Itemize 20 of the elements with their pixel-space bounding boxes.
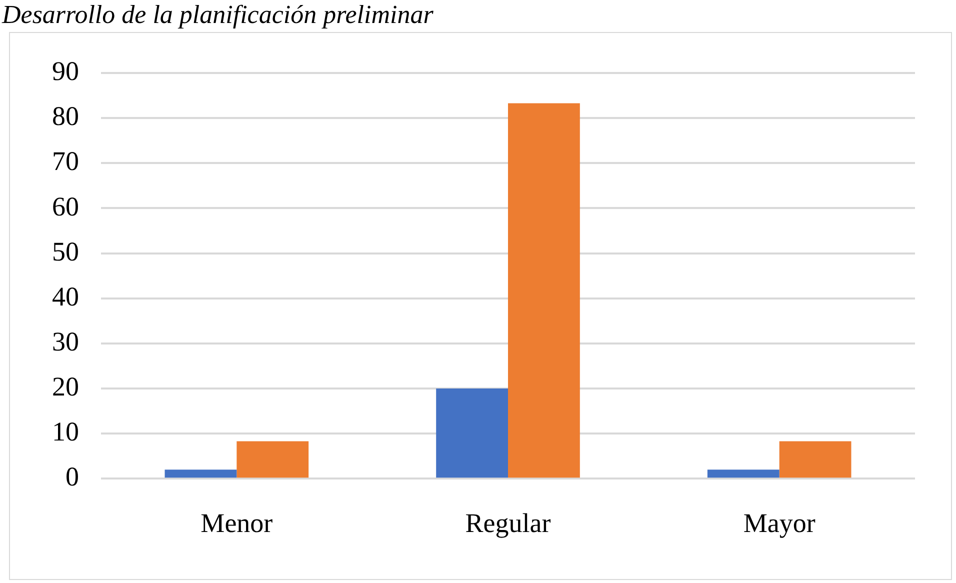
bar: [164, 470, 237, 478]
bar: [707, 470, 780, 478]
x-tick-label: Regular: [465, 508, 551, 538]
y-tick-label: 20: [52, 372, 79, 402]
y-tick-label: 80: [52, 101, 79, 132]
bar: [508, 103, 580, 478]
y-tick-label: 30: [52, 326, 79, 356]
y-tick-label: 90: [52, 56, 79, 86]
y-tick-label: 0: [66, 462, 79, 492]
y-tick-label: 70: [52, 146, 79, 176]
bar: [779, 441, 852, 478]
y-tick-label: 60: [52, 191, 79, 222]
x-tick-label: Mayor: [743, 508, 816, 538]
y-tick-label: 40: [52, 281, 79, 312]
bar: [236, 441, 309, 478]
x-tick-label: Menor: [200, 508, 273, 538]
y-tick-label: 10: [52, 416, 79, 447]
bar: [436, 388, 508, 478]
chart-title: Desarrollo de la planificación preliminar: [2, 0, 434, 30]
y-tick-label: 50: [52, 236, 79, 266]
